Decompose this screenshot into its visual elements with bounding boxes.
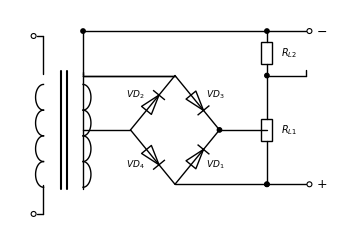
- Circle shape: [307, 182, 312, 187]
- Text: $VD_1$: $VD_1$: [206, 159, 224, 171]
- Circle shape: [31, 34, 36, 38]
- Circle shape: [265, 73, 269, 78]
- Circle shape: [307, 29, 312, 34]
- Text: $R_{L2}$: $R_{L2}$: [281, 46, 297, 60]
- Text: $VD_3$: $VD_3$: [206, 88, 224, 101]
- Text: $-$: $-$: [316, 24, 328, 37]
- Text: $VD_2$: $VD_2$: [126, 88, 144, 101]
- Bar: [262, 119, 272, 141]
- Circle shape: [265, 182, 269, 186]
- Circle shape: [31, 211, 36, 216]
- Circle shape: [265, 29, 269, 33]
- Text: +: +: [316, 178, 327, 191]
- Circle shape: [265, 182, 269, 186]
- Circle shape: [217, 128, 222, 132]
- Text: $VD_4$: $VD_4$: [126, 159, 144, 171]
- Text: $R_{L1}$: $R_{L1}$: [281, 123, 297, 137]
- Circle shape: [81, 29, 85, 33]
- Bar: [262, 42, 272, 64]
